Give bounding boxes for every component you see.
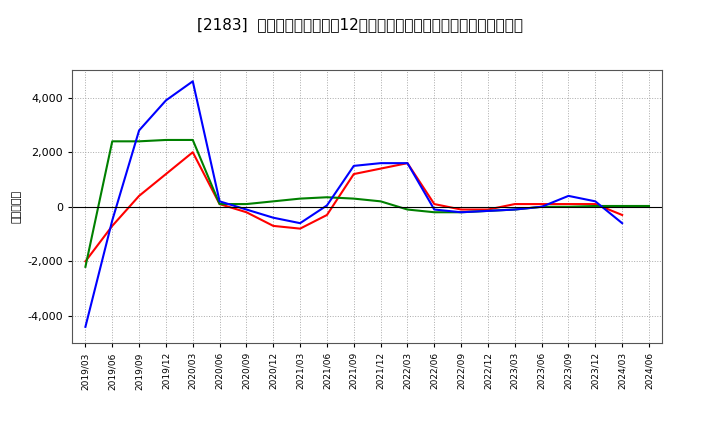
投資CF — [323, 194, 331, 200]
フリーCF — [403, 161, 412, 166]
投資CF — [81, 264, 90, 269]
フリーCF — [510, 207, 519, 212]
投資CF — [108, 139, 117, 144]
投資CF — [189, 137, 197, 143]
投資CF — [564, 204, 573, 209]
投資CF — [296, 196, 305, 201]
フリーCF — [564, 193, 573, 198]
フリーCF — [349, 163, 358, 169]
フリーCF — [215, 199, 224, 204]
投資CF — [135, 139, 143, 144]
フリーCF — [618, 220, 626, 226]
営業CF — [161, 172, 170, 177]
Line: 営業CF: 営業CF — [86, 152, 622, 261]
フリーCF — [161, 98, 170, 103]
投資CF — [537, 204, 546, 209]
投資CF — [484, 208, 492, 213]
営業CF — [108, 223, 117, 228]
投資CF — [269, 199, 278, 204]
フリーCF — [135, 128, 143, 133]
フリーCF — [456, 209, 465, 215]
営業CF — [430, 202, 438, 207]
フリーCF — [537, 204, 546, 209]
営業CF — [484, 207, 492, 212]
フリーCF — [189, 79, 197, 84]
営業CF — [510, 202, 519, 207]
Line: 投資CF: 投資CF — [86, 140, 649, 267]
Y-axis label: （百万円）: （百万円） — [12, 190, 22, 224]
フリーCF — [108, 218, 117, 223]
フリーCF — [591, 199, 600, 204]
フリーCF — [430, 207, 438, 212]
投資CF — [403, 207, 412, 212]
フリーCF — [484, 208, 492, 213]
営業CF — [323, 213, 331, 218]
営業CF — [564, 202, 573, 207]
フリーCF — [377, 161, 385, 166]
投資CF — [349, 196, 358, 201]
営業CF — [135, 193, 143, 198]
営業CF — [349, 172, 358, 177]
フリーCF — [81, 324, 90, 330]
フリーCF — [242, 207, 251, 212]
営業CF — [269, 223, 278, 228]
Line: フリーCF: フリーCF — [86, 81, 622, 327]
営業CF — [296, 226, 305, 231]
営業CF — [537, 202, 546, 207]
投資CF — [377, 199, 385, 204]
投資CF — [618, 203, 626, 209]
営業CF — [215, 202, 224, 207]
営業CF — [81, 259, 90, 264]
営業CF — [189, 150, 197, 155]
投資CF — [242, 202, 251, 207]
投資CF — [456, 209, 465, 215]
フリーCF — [296, 220, 305, 226]
営業CF — [591, 202, 600, 207]
投資CF — [510, 207, 519, 212]
投資CF — [644, 203, 653, 209]
フリーCF — [323, 203, 331, 208]
投資CF — [161, 137, 170, 143]
営業CF — [456, 207, 465, 212]
投資CF — [591, 203, 600, 209]
フリーCF — [269, 215, 278, 220]
Text: [2183]  キャッシュフローの12か月移動合計の対前年同期増減額の推移: [2183] キャッシュフローの12か月移動合計の対前年同期増減額の推移 — [197, 18, 523, 33]
投資CF — [215, 202, 224, 207]
営業CF — [618, 213, 626, 218]
営業CF — [377, 166, 385, 171]
営業CF — [242, 209, 251, 215]
営業CF — [403, 161, 412, 166]
投資CF — [430, 209, 438, 215]
